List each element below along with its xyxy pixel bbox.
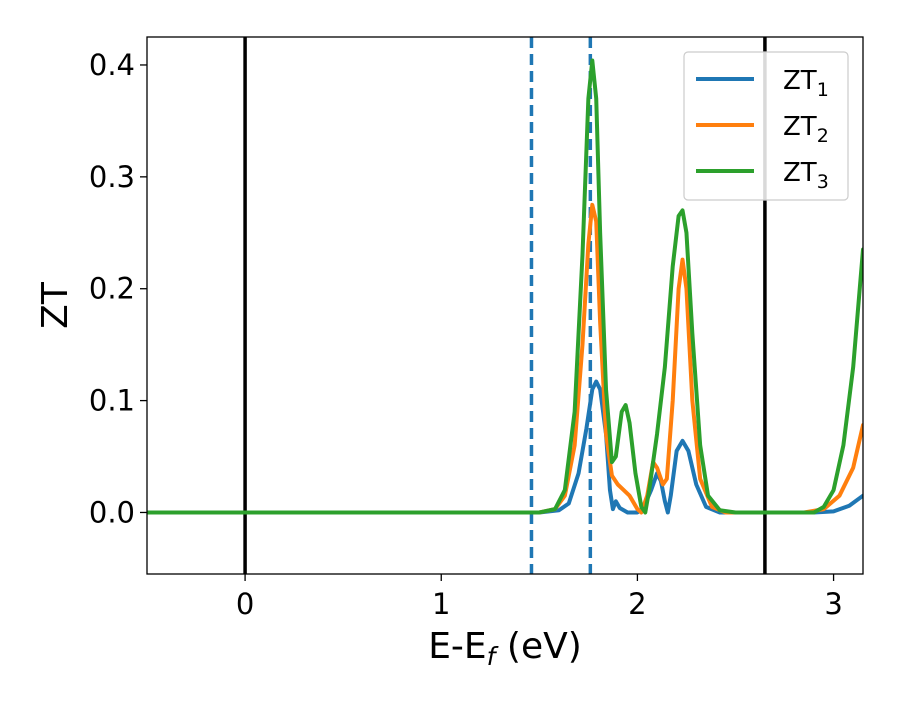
y-tick-label: 0.4 (89, 48, 135, 82)
series-line-zt2 (147, 202, 863, 515)
y-tick-label: 0.1 (89, 384, 135, 418)
series-lines (147, 58, 863, 515)
x-tick-label: 1 (432, 587, 450, 621)
series-line-zt3 (147, 58, 863, 515)
legend-label-main: ZT (783, 158, 817, 188)
y-tick-label: 0.2 (89, 272, 135, 306)
x-axis-label-main: E-E (428, 626, 486, 667)
y-tick-label: 0.0 (89, 495, 135, 529)
y-tick-label: 0.3 (89, 160, 135, 194)
x-tick-label: 2 (628, 587, 646, 621)
legend-label-zt2: ZT2 (783, 112, 829, 147)
y-axis-label: ZT (35, 281, 76, 329)
x-axis-label: E-Ef (eV) (428, 626, 582, 671)
legend-label-zt1: ZT1 (783, 66, 829, 101)
legend-label-main: ZT (783, 112, 817, 142)
axis-labels: E-Ef (eV) ZT (35, 281, 582, 671)
legend-box (683, 51, 849, 201)
plot-frame (146, 36, 864, 575)
legend-label-subscript: 3 (817, 171, 829, 193)
x-tick-label: 0 (236, 587, 254, 621)
legend-label-main: ZT (783, 66, 817, 96)
x-tick-label: 3 (824, 587, 842, 621)
legend-label-subscript: 2 (817, 125, 829, 147)
axes (146, 36, 864, 575)
series-line-zt1 (147, 379, 863, 515)
ticks: 0 1 2 3 0.0 0.1 0.2 0.3 0.4 (89, 48, 843, 621)
legend-label-zt3: ZT3 (783, 158, 829, 193)
x-axis-label-unit: (eV) (495, 626, 581, 667)
legend-label-subscript: 1 (817, 79, 829, 101)
